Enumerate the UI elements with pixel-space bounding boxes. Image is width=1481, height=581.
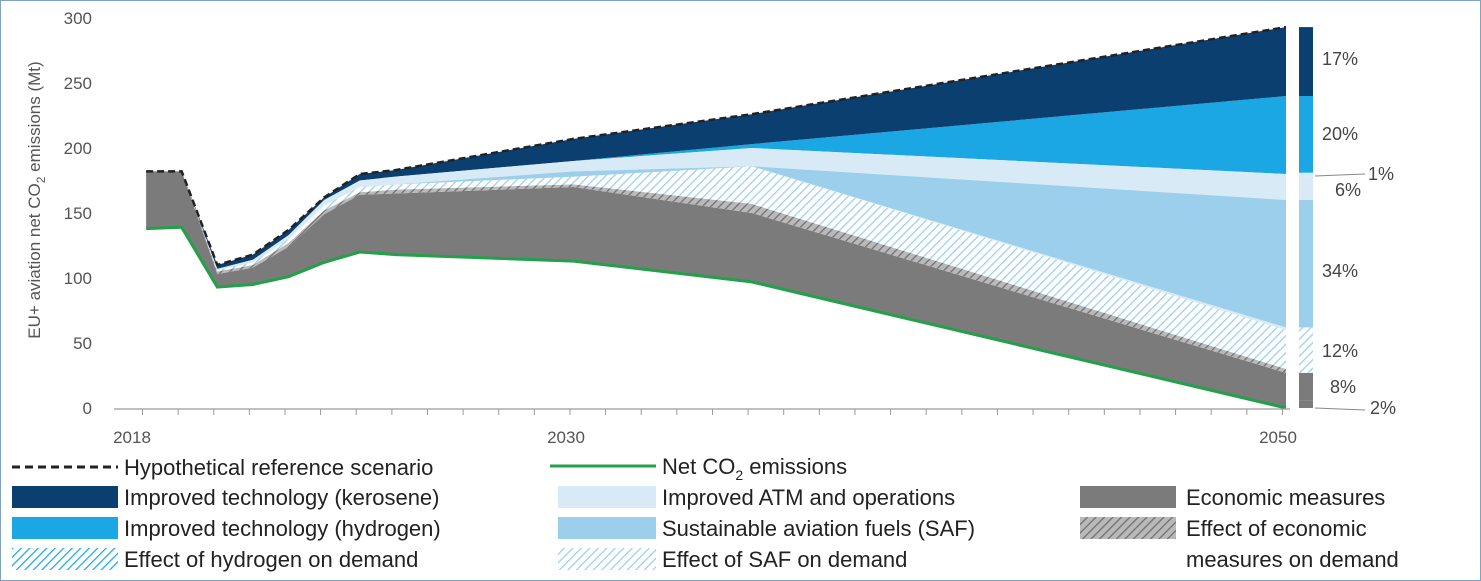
legend-saf-swatch xyxy=(558,517,656,539)
area-saf-demand-effect xyxy=(146,166,1287,369)
legend-kerosene-swatch xyxy=(12,486,118,508)
y-tick-label-0: 0 xyxy=(83,399,92,418)
legend-economic-demand-label-2: measures on demand xyxy=(1186,547,1399,572)
area-economic-measures xyxy=(146,171,1287,408)
bar-segment-economic_demand xyxy=(1299,372,1313,401)
legend-hydrogen-swatch xyxy=(12,517,118,539)
legend-economic-demand-swatch xyxy=(1080,517,1176,539)
legend-hydrogen-demand-swatch xyxy=(12,548,118,570)
legend-atm-label: Improved ATM and operations xyxy=(662,485,955,510)
legend-kerosene-label: Improved technology (kerosene) xyxy=(124,485,440,510)
bar-segment-saf_demand xyxy=(1299,327,1313,373)
x-tick-label-2030: 2030 xyxy=(547,428,585,447)
bar-segment-economic xyxy=(1299,400,1313,408)
bar-gap xyxy=(1288,20,1298,410)
y-tick-label-50: 50 xyxy=(73,334,92,353)
area-hydrogen xyxy=(146,96,1287,269)
x-tick-label-2050: 2050 xyxy=(1259,428,1297,447)
legend-net-label: Net CO2 emissions xyxy=(662,454,847,483)
bar-segment-atm xyxy=(1299,176,1313,200)
percent-label-atm_small: 1% xyxy=(1368,164,1394,184)
x-tick-label-2018: 2018 xyxy=(113,428,151,447)
bar-segment-kerosene xyxy=(1299,27,1313,97)
bar-segment-saf xyxy=(1299,200,1313,328)
legend-saf-label: Sustainable aviation fuels (SAF) xyxy=(662,516,975,541)
percent-label-kerosene: 17% xyxy=(1322,49,1358,69)
series-lines xyxy=(146,25,1287,410)
line-net-emissions xyxy=(146,225,1287,410)
legend-economic-swatch xyxy=(1080,486,1176,508)
legend-hydrogen-label: Improved technology (hydrogen) xyxy=(124,516,441,541)
y-axis-label: EU+ aviation net CO2 emissions (Mt) xyxy=(25,61,48,338)
stacked-areas xyxy=(146,27,1287,408)
percent-leader-economic xyxy=(1314,407,1366,411)
y-tick-label-100: 100 xyxy=(64,269,92,288)
bar-segment-hydrogen xyxy=(1299,96,1313,173)
percent-label-saf_demand: 12% xyxy=(1322,341,1358,361)
y-tick-label-200: 200 xyxy=(64,139,92,158)
y-tick-label-250: 250 xyxy=(64,74,92,93)
axes: 2018 2030 2050 0 50 100 150 200 250 300 xyxy=(64,9,1297,447)
percent-label-economic: 2% xyxy=(1370,398,1396,418)
bar-segment-atm_small xyxy=(1299,172,1313,177)
legend-hydrogen-demand-label: Effect of hydrogen on demand xyxy=(124,547,418,572)
area-saf-main xyxy=(146,166,1287,328)
legend-atm-swatch xyxy=(558,486,656,508)
percent-labels: 2% 8% 12% 34% 6% 1% 20% 17% xyxy=(1314,49,1396,418)
percent-label-hydrogen: 20% xyxy=(1322,124,1358,144)
y-tick-label-150: 150 xyxy=(64,204,92,223)
legend: Hypothetical reference scenario Improved… xyxy=(12,454,1399,572)
y-tick-label-300: 300 xyxy=(64,9,92,28)
line-reference-scenario xyxy=(146,25,1287,267)
bar-2050 xyxy=(1288,20,1313,410)
percent-label-atm: 6% xyxy=(1335,180,1361,200)
legend-reference-label: Hypothetical reference scenario xyxy=(124,455,433,480)
legend-economic-demand-label-1: Effect of economic xyxy=(1186,516,1367,541)
legend-economic-label: Economic measures xyxy=(1186,485,1385,510)
percent-label-economic_demand: 8% xyxy=(1330,377,1356,397)
legend-saf-demand-swatch xyxy=(558,548,656,570)
area-kerosene xyxy=(146,27,1287,269)
percent-leader-atm-small xyxy=(1314,173,1366,177)
area-atm-main xyxy=(146,148,1287,271)
legend-saf-demand-label: Effect of SAF on demand xyxy=(662,547,907,572)
percent-label-saf: 34% xyxy=(1322,261,1358,281)
